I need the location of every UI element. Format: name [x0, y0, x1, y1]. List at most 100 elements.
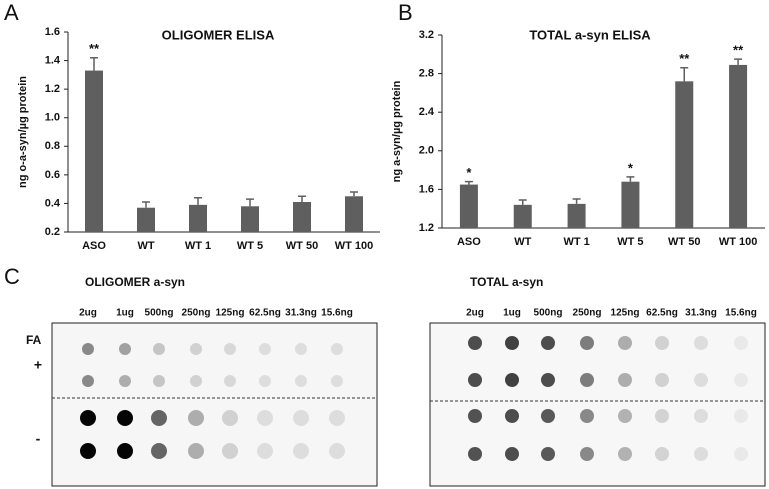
- blot-spot: [734, 447, 748, 461]
- significance-mark: *: [466, 165, 472, 180]
- error-bar: [572, 198, 581, 204]
- error-bar: [464, 180, 473, 185]
- x-tick-label: WT: [137, 240, 154, 252]
- blot-spot: [293, 410, 309, 426]
- x-tick-label: WT 100: [719, 236, 758, 248]
- blot-spot: [82, 375, 94, 387]
- column-label: 62.5ng: [249, 308, 281, 319]
- panel-label: B: [398, 0, 413, 25]
- blot-spot: [580, 447, 594, 461]
- blot-spot: [80, 443, 96, 459]
- blot-spot: [694, 373, 708, 387]
- blot-spot: [505, 336, 519, 350]
- bar: [459, 184, 478, 228]
- error-bar: [298, 195, 306, 202]
- blot-spot: [329, 410, 345, 426]
- y-tick-label: 2.8: [419, 68, 434, 80]
- blot-spot: [190, 343, 202, 355]
- significance-mark: **: [733, 43, 744, 58]
- blot-spot: [295, 375, 307, 387]
- significance-mark: **: [679, 51, 690, 66]
- y-tick-label: 1.0: [45, 112, 60, 124]
- blot-spot: [655, 447, 669, 461]
- blot-spot: [580, 336, 594, 350]
- y-tick-label: 1.4: [45, 54, 61, 66]
- error-bar: [518, 199, 527, 205]
- blot-spot: [224, 343, 236, 355]
- blot-title: TOTAL a-syn: [470, 275, 543, 289]
- blot-spot: [257, 410, 273, 426]
- row-header: FA: [26, 333, 42, 347]
- blot-spot: [259, 343, 271, 355]
- y-tick-label: 1.6: [45, 26, 60, 38]
- blot-spot: [541, 373, 555, 387]
- blot-spot: [541, 409, 555, 423]
- column-label: 125ng: [216, 308, 245, 319]
- x-tick-label: WT: [514, 236, 531, 248]
- blot-spot: [468, 336, 482, 350]
- x-tick-label: WT 5: [237, 240, 263, 252]
- blot-spot: [80, 410, 96, 426]
- blot-spot: [734, 409, 748, 423]
- x-tick-label: WT 5: [617, 236, 643, 248]
- error-bar: [350, 191, 358, 197]
- blot-spot: [222, 443, 238, 459]
- blot-spot: [694, 336, 708, 350]
- blot-spot: [188, 443, 204, 459]
- y-tick-label: 0.6: [45, 169, 60, 181]
- error-bar: [626, 176, 635, 182]
- column-label: 15.6ng: [321, 308, 353, 319]
- blot-spot: [119, 375, 131, 387]
- x-tick-label: WT 100: [335, 240, 374, 252]
- panel-label: C: [4, 264, 20, 289]
- x-tick-label: WT 50: [286, 240, 318, 252]
- blot-spot: [331, 343, 343, 355]
- bar: [513, 204, 532, 228]
- row-label: -: [36, 431, 41, 447]
- column-label: 500ng: [145, 308, 174, 319]
- y-tick-label: 1.2: [419, 222, 434, 234]
- error-bar: [734, 58, 743, 65]
- blot-spot: [117, 410, 133, 426]
- column-label: 2ug: [466, 308, 484, 319]
- column-label: 250ng: [182, 308, 211, 319]
- error-bar: [90, 56, 98, 71]
- error-bar: [194, 196, 202, 205]
- error-bar: [246, 198, 254, 207]
- chart-title: TOTAL a-syn ELISA: [529, 27, 651, 42]
- blot-spot: [293, 443, 309, 459]
- blot-membrane: [429, 322, 766, 487]
- blot-spot: [618, 373, 632, 387]
- blot-spot: [257, 443, 273, 459]
- blot-spot: [734, 373, 748, 387]
- blot-title: OLIGOMER a-syn: [85, 275, 185, 289]
- blot-spot: [694, 447, 708, 461]
- x-tick-label: ASO: [457, 236, 481, 248]
- blot-spot: [259, 375, 271, 387]
- y-tick-label: 0.4: [45, 197, 61, 209]
- blot-spot: [505, 373, 519, 387]
- x-tick-label: WT 1: [563, 236, 589, 248]
- blot-spot: [329, 443, 345, 459]
- blot-spot: [188, 410, 204, 426]
- blot-spot: [618, 409, 632, 423]
- y-axis-label: ng o-a-syn/µg protein: [17, 76, 29, 188]
- bar: [137, 207, 155, 232]
- column-label: 31.3ng: [285, 308, 317, 319]
- blot-spot: [295, 343, 307, 355]
- blot-spot: [541, 336, 555, 350]
- blot-spot: [222, 410, 238, 426]
- x-tick-label: WT 1: [185, 240, 211, 252]
- column-label: 15.6ng: [725, 308, 757, 319]
- x-tick-label: WT 50: [668, 236, 700, 248]
- y-tick-label: 0.2: [45, 226, 60, 238]
- significance-mark: *: [628, 160, 634, 175]
- blot-spot: [153, 375, 165, 387]
- blot-spot: [655, 336, 669, 350]
- error-bar: [142, 201, 150, 208]
- blot-spot: [151, 443, 167, 459]
- blot-spot: [655, 409, 669, 423]
- blot-spot: [331, 375, 343, 387]
- blot-spot: [618, 447, 632, 461]
- significance-mark: **: [89, 41, 100, 56]
